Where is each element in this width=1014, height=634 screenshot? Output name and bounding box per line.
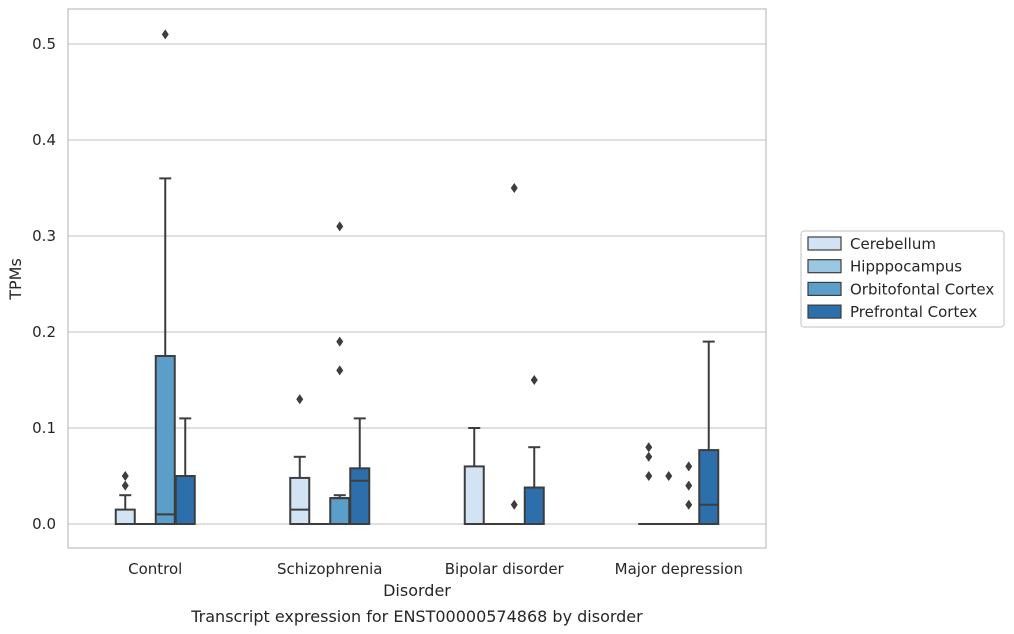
- outlier-point: [645, 451, 653, 462]
- outlier-point: [685, 499, 693, 510]
- outlier-point: [161, 29, 169, 40]
- outlier-point: [336, 365, 344, 376]
- outlier-point: [121, 480, 129, 491]
- x-tick-label: Bipolar disorder: [445, 560, 565, 578]
- x-tick-label: Major depression: [615, 560, 743, 578]
- legend-label: Hipppocampus: [850, 258, 962, 276]
- legend: Cerebellum Hipppocampus Orbitofontal Corte…: [800, 230, 1005, 328]
- outlier-point: [685, 480, 693, 491]
- chart-caption: Transcript expression for ENST0000057486…: [190, 607, 643, 626]
- box-group: [154, 29, 176, 525]
- outlier-point: [296, 394, 304, 405]
- legend-swatch: [807, 304, 842, 319]
- y-tick-label: 0.3: [32, 227, 56, 245]
- legend-item: Prefrontal Cortex: [807, 303, 977, 321]
- box-group: [523, 375, 545, 525]
- box-group: [114, 471, 136, 526]
- y-axis-title: TPMs: [6, 258, 25, 301]
- legend-swatch: [807, 259, 842, 274]
- y-tick-label: 0.0: [32, 515, 56, 533]
- legend-label: Orbitofontal Cortex: [850, 280, 994, 298]
- box: [698, 449, 720, 525]
- outlier-point: [510, 499, 518, 510]
- box-group: [503, 183, 525, 526]
- y-tick-label: 0.4: [32, 131, 56, 149]
- legend-item: Orbitofontal Cortex: [807, 280, 994, 298]
- legend-item: Cerebellum: [807, 235, 936, 253]
- box-group: [329, 221, 351, 525]
- box-group: [349, 417, 371, 526]
- legend-frame: [800, 230, 1005, 328]
- legend-item: Hipppocampus: [807, 258, 962, 276]
- box: [289, 476, 311, 526]
- y-tick-label: 0.2: [32, 323, 56, 341]
- box: [463, 465, 485, 525]
- box: [329, 497, 351, 525]
- box-group: [658, 471, 680, 526]
- legend-label: Cerebellum: [850, 235, 936, 253]
- outlier-point: [645, 471, 653, 481]
- outlier-point: [336, 221, 344, 232]
- box: [523, 486, 545, 525]
- box-group: [698, 340, 720, 525]
- x-axis-ticks: Control Schizophrenia Bipolar disorder Majo…: [128, 560, 743, 578]
- y-tick-label: 0.1: [32, 419, 56, 437]
- box: [174, 475, 196, 525]
- box: [349, 467, 371, 526]
- x-tick-label: Control: [128, 560, 182, 578]
- box-group: [463, 427, 485, 525]
- outlier-point: [336, 336, 344, 347]
- legend-swatch: [807, 281, 842, 296]
- x-axis-title: Disorder: [383, 581, 451, 600]
- outlier-point: [510, 183, 518, 193]
- plot-marks: [114, 29, 720, 526]
- outlier-point: [645, 442, 653, 453]
- legend-label: Prefrontal Cortex: [850, 303, 977, 321]
- outlier-point: [665, 471, 673, 481]
- plot-frame: [67, 8, 767, 549]
- legend-swatch: [807, 236, 842, 251]
- box-group: [678, 461, 700, 526]
- box-group: [638, 442, 660, 526]
- box-group: [289, 394, 311, 526]
- y-axis-ticks: 0.0 0.1 0.2 0.3 0.4 0.5: [32, 35, 56, 533]
- outlier-point: [530, 375, 538, 385]
- box: [154, 355, 176, 525]
- box-group: [174, 417, 196, 525]
- outlier-point: [685, 461, 693, 472]
- outlier-point: [121, 471, 129, 481]
- x-tick-label: Schizophrenia: [277, 560, 382, 578]
- y-tick-label: 0.5: [32, 35, 56, 53]
- box: [114, 508, 136, 526]
